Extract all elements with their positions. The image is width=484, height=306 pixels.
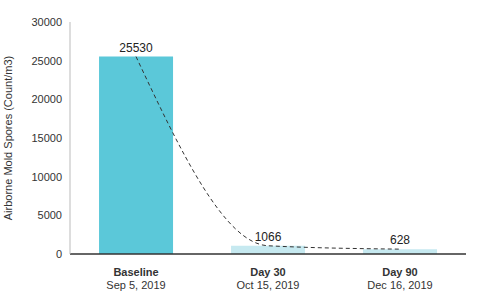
svg-text:BaselineSep 5, 2019: BaselineSep 5, 2019 — [106, 266, 165, 291]
svg-text:30000: 30000 — [31, 16, 62, 28]
svg-text:5000: 5000 — [38, 209, 62, 221]
svg-text:1066: 1066 — [255, 230, 282, 244]
svg-text:25530: 25530 — [119, 41, 153, 55]
svg-text:628: 628 — [390, 233, 410, 247]
svg-text:Day 90Dec 16, 2019: Day 90Dec 16, 2019 — [367, 266, 432, 291]
svg-text:Airborne Mold Spores (Count/m3: Airborne Mold Spores (Count/m3) — [8, 56, 14, 220]
svg-text:20000: 20000 — [31, 93, 62, 105]
svg-text:10000: 10000 — [31, 171, 62, 183]
svg-text:15000: 15000 — [31, 132, 62, 144]
svg-text:0: 0 — [56, 248, 62, 260]
svg-text:25000: 25000 — [31, 55, 62, 67]
svg-text:Day 30Oct 15, 2019: Day 30Oct 15, 2019 — [237, 266, 300, 291]
